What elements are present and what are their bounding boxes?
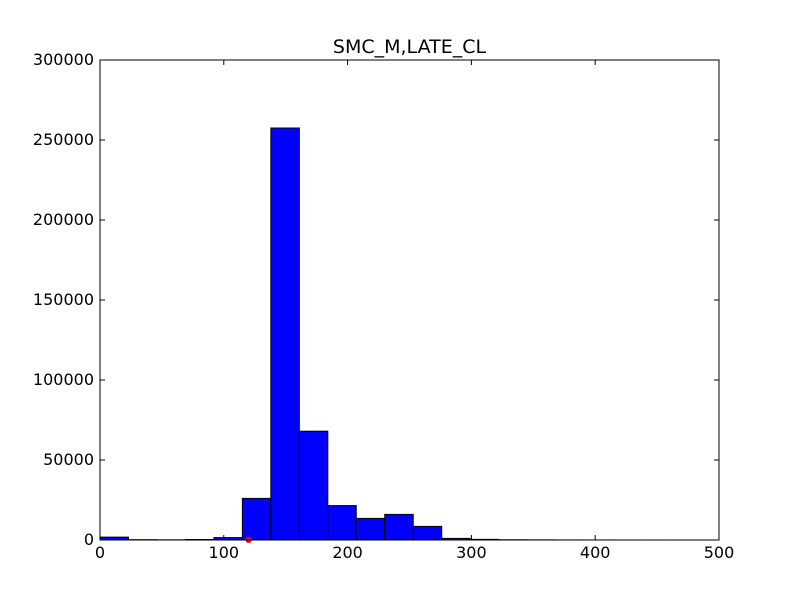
- x-tick-label-0: 0: [95, 543, 105, 562]
- y-tick-label-2: 100000: [33, 370, 94, 389]
- y-tick-label-0: 0: [84, 530, 94, 549]
- plot-frame: [99, 59, 720, 541]
- ticks-layer: 0 100 200 300 400 500 0 50000 100000 150000 200000…: [33, 50, 734, 562]
- histogram-bar-8: [327, 505, 357, 541]
- bars-layer: [99, 127, 670, 541]
- x-tick-label-3: 300: [456, 543, 487, 562]
- y-tick-label-4: 200000: [33, 210, 94, 229]
- histogram-bar-7: [298, 430, 329, 541]
- x-tick-label-2: 200: [332, 543, 363, 562]
- histogram-bar-9: [355, 517, 386, 541]
- histogram-bar-11: [412, 525, 443, 541]
- x-tick-label-1: 100: [209, 543, 240, 562]
- x-tick-label-5: 500: [704, 543, 735, 562]
- chart-title: SMC_M,LATE_CL: [333, 36, 487, 58]
- histogram-bar-6: [270, 127, 300, 541]
- y-tick-label-5: 250000: [33, 130, 94, 149]
- x-tick-label-4: 400: [580, 543, 611, 562]
- y-tick-label-3: 150000: [33, 290, 94, 309]
- histogram-bar-10: [384, 513, 414, 541]
- y-tick-label-1: 50000: [43, 450, 94, 469]
- histogram-bar-5: [241, 497, 272, 541]
- y-tick-label-6: 300000: [33, 50, 94, 69]
